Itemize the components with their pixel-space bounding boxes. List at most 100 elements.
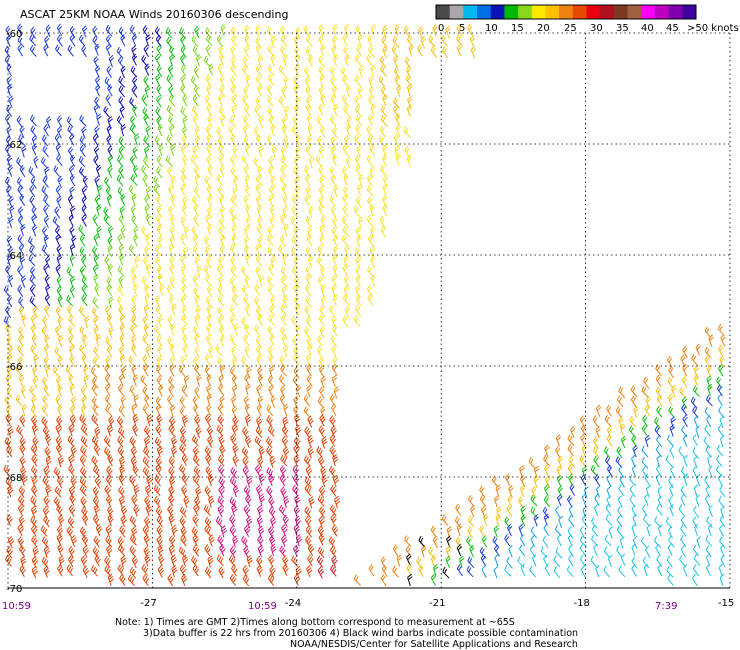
wind-barb: [194, 345, 200, 359]
wind-barb: [81, 214, 87, 227]
wind-barb: [281, 183, 288, 197]
wind-barb: [117, 284, 125, 297]
wind-barb: [178, 365, 186, 378]
wind-barb: [193, 203, 199, 216]
wind-barb: [333, 386, 339, 399]
wind-barb: [280, 486, 287, 499]
wind-barb: [117, 435, 124, 448]
wind-barb: [192, 564, 200, 577]
wind-barb: [168, 514, 175, 527]
wind-barb: [69, 344, 75, 357]
wind-barb: [355, 256, 361, 269]
wind-barb: [229, 115, 237, 128]
wind-barb: [31, 454, 38, 467]
wind-barb: [194, 333, 200, 346]
wind-barb: [8, 275, 14, 288]
wind-barb: [631, 564, 637, 577]
wind-barb: [181, 473, 189, 486]
wind-barb: [331, 524, 339, 537]
wind-barb: [129, 124, 137, 137]
wind-barb: [543, 495, 550, 508]
wind-barb: [456, 44, 462, 57]
wind-barb: [332, 453, 339, 467]
wind-barb: [570, 425, 576, 439]
wind-barb: [18, 356, 24, 369]
wind-barb: [644, 473, 651, 486]
wind-barb: [130, 446, 138, 459]
wind-barb: [105, 356, 111, 369]
wind-barb: [243, 165, 250, 178]
wind-barb: [258, 115, 265, 128]
wind-barb: [707, 455, 712, 468]
wind-barb: [4, 395, 12, 408]
wind-barb: [192, 474, 200, 487]
wind-barb: [31, 566, 39, 579]
wind-barb: [192, 514, 199, 527]
wind-barb: [641, 504, 648, 517]
wind-barb: [167, 574, 174, 587]
wind-barb: [170, 355, 176, 368]
wind-barb: [418, 25, 424, 39]
wind-barb: [182, 415, 189, 428]
wind-barb: [166, 134, 174, 147]
wind-barb: [104, 565, 112, 577]
wind-barb: [619, 475, 625, 488]
wind-barb: [31, 535, 38, 548]
wind-barb: [265, 436, 273, 449]
wind-barb: [605, 404, 613, 417]
wind-barb: [318, 425, 325, 438]
wind-barb: [528, 456, 536, 469]
wind-barb: [506, 504, 513, 517]
wind-barb: [79, 414, 87, 426]
wind-barb: [69, 154, 76, 167]
wind-barb: [631, 523, 637, 536]
wind-barb: [206, 143, 212, 157]
wind-barb: [229, 525, 236, 538]
wind-barb: [179, 435, 187, 447]
wind-barb: [67, 516, 75, 529]
wind-barb: [520, 514, 526, 527]
wind-barb: [244, 403, 251, 417]
wind-barb: [242, 95, 249, 107]
wind-barb: [192, 445, 200, 459]
wind-barb: [120, 555, 127, 568]
wind-barb: [520, 563, 526, 577]
wind-barb: [404, 535, 412, 547]
wind-barb: [217, 535, 224, 548]
wind-barb: [308, 205, 314, 219]
wind-barb: [331, 363, 338, 376]
wind-barb: [667, 543, 673, 556]
wind-barb: [81, 126, 87, 139]
wind-barb: [368, 85, 375, 99]
wind-barb: [30, 405, 38, 418]
wind-barb: [19, 455, 26, 469]
wind-barb: [270, 123, 277, 137]
wind-barb: [596, 485, 601, 498]
wind-barb: [56, 34, 63, 47]
wind-barb: [428, 546, 435, 559]
wind-barb: [167, 166, 173, 179]
wind-barb: [246, 475, 253, 488]
wind-barb: [192, 45, 200, 58]
wind-barb: [81, 506, 88, 519]
wind-barb: [144, 204, 150, 217]
wind-barb: [171, 564, 178, 578]
wind-barb: [243, 115, 250, 128]
wind-barb: [144, 554, 151, 567]
wind-barb: [232, 145, 238, 159]
wind-barb: [155, 463, 162, 477]
wind-barb: [93, 504, 101, 517]
wind-barb: [192, 544, 200, 557]
wind-barb: [555, 445, 561, 459]
wind-barb: [293, 573, 301, 586]
wind-barb: [305, 246, 312, 259]
wind-barb: [270, 516, 277, 529]
wind-barb: [268, 193, 275, 207]
wind-barb: [92, 245, 99, 258]
wind-barb: [320, 376, 326, 389]
wind-barb: [567, 434, 575, 446]
wind-barb: [84, 316, 90, 329]
wind-barb: [278, 244, 286, 257]
wind-barb: [142, 404, 149, 417]
wind-barb: [568, 515, 575, 528]
